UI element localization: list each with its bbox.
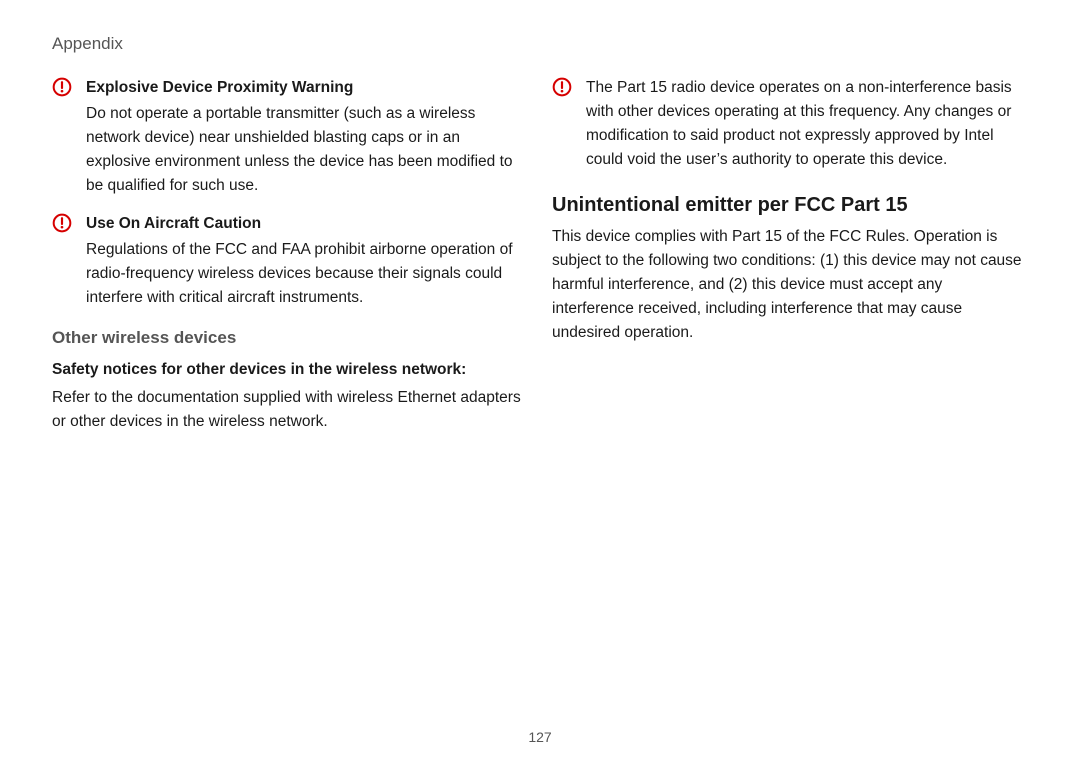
warning-explosive: Explosive Device Proximity Warning Do no… — [52, 76, 522, 198]
warning-title: Explosive Device Proximity Warning — [86, 76, 522, 100]
warning-icon — [52, 212, 86, 310]
content-columns: Explosive Device Proximity Warning Do no… — [52, 76, 1028, 434]
page-number: 127 — [0, 729, 1080, 745]
exclamation-circle-icon — [52, 213, 72, 233]
warning-text: The Part 15 radio device operates on a n… — [586, 76, 1022, 172]
warning-aircraft: Use On Aircraft Caution Regulations of t… — [52, 212, 522, 310]
warning-icon — [552, 76, 586, 172]
warning-title: Use On Aircraft Caution — [86, 212, 522, 236]
left-column: Explosive Device Proximity Warning Do no… — [52, 76, 522, 434]
exclamation-circle-icon — [52, 77, 72, 97]
warning-text: Regulations of the FCC and FAA prohibit … — [86, 238, 522, 310]
warning-text: Do not operate a portable transmitter (s… — [86, 102, 522, 198]
body-text: This device complies with Part 15 of the… — [552, 225, 1022, 345]
subheading-other-wireless: Other wireless devices — [52, 328, 522, 348]
bold-subline: Safety notices for other devices in the … — [52, 358, 522, 382]
right-column: The Part 15 radio device operates on a n… — [552, 76, 1022, 434]
warning-body: Use On Aircraft Caution Regulations of t… — [86, 212, 522, 310]
exclamation-circle-icon — [552, 77, 572, 97]
warning-body: The Part 15 radio device operates on a n… — [586, 76, 1022, 172]
page-header: Appendix — [52, 34, 1028, 54]
body-text: Refer to the documentation supplied with… — [52, 386, 522, 434]
heading-unintentional-emitter: Unintentional emitter per FCC Part 15 — [552, 194, 1022, 217]
warning-icon — [52, 76, 86, 198]
warning-body: Explosive Device Proximity Warning Do no… — [86, 76, 522, 198]
warning-part15-device: The Part 15 radio device operates on a n… — [552, 76, 1022, 172]
